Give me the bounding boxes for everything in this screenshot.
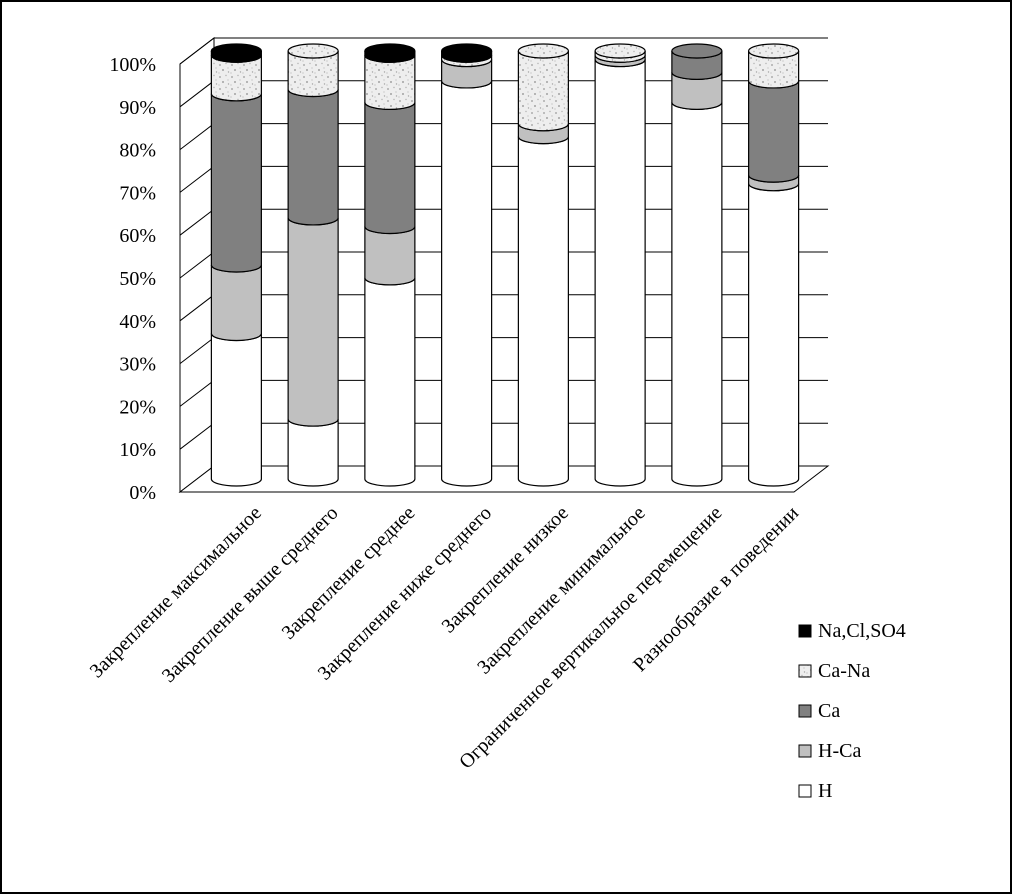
- bar-2-segment-ca: [287, 89, 339, 226]
- bar-4: [441, 43, 493, 487]
- y-tick-label-100: 100%: [109, 54, 156, 76]
- y-tick-label-40: 40%: [119, 311, 156, 333]
- bar-4-top-cap: [441, 43, 493, 59]
- bar-2-segment-h: [287, 418, 339, 487]
- bar-1: [210, 43, 262, 487]
- category-label-7: Ограниченное вертикальное перемещение: [455, 502, 726, 773]
- legend-label-h-ca: H-Ca: [818, 740, 861, 762]
- bar-6: [594, 43, 646, 487]
- legend-label-ca-na: Ca-Na: [818, 660, 870, 682]
- bar-3-segment-ca-na: [364, 55, 416, 110]
- bar-8-segment-h: [748, 183, 800, 487]
- legend: Na,Cl,SO4 Ca-Na Ca H-Ca H: [798, 620, 906, 802]
- gridline-40: [179, 294, 828, 322]
- legend-label-ca: Ca: [818, 700, 840, 722]
- y-tick-label-50: 50%: [119, 268, 156, 290]
- bar-7-segment-h: [671, 102, 723, 487]
- bar-5-segment-h: [517, 136, 569, 487]
- bar-3-segment-ca: [364, 102, 416, 235]
- gridline-100: [179, 37, 828, 65]
- bar-8-top-cap: [748, 43, 800, 59]
- gridline-90: [179, 80, 828, 108]
- bar-2: [287, 43, 339, 487]
- bar-3-segment-h-ca: [364, 226, 416, 286]
- gridline-80: [179, 123, 828, 150]
- bar-7-top-cap: [671, 43, 723, 59]
- bar-2-top-cap: [287, 43, 339, 59]
- bar-2-segment-h-ca: [287, 217, 339, 427]
- bar-3: [364, 43, 416, 487]
- bar-8: [748, 43, 800, 487]
- floor: [178, 465, 830, 493]
- bar-1-top-cap: [210, 43, 262, 59]
- bar-6-top-cap: [594, 43, 646, 59]
- y-tick-label-90: 90%: [119, 97, 156, 119]
- y-tick-label-60: 60%: [119, 225, 156, 247]
- y-tick-label-0: 0%: [129, 482, 156, 504]
- y-tick-label-10: 10%: [119, 439, 156, 461]
- y-tick-labels: 0% 10% 20% 30% 40% 50% 60% 70% 80% 90% 100%: [109, 54, 156, 504]
- legend-swatch-ca-na: [798, 664, 812, 678]
- bar-5-segment-ca-na: [517, 50, 569, 132]
- bar-7: [671, 43, 723, 487]
- bar-3-segment-h: [364, 277, 416, 487]
- y-tick-label-20: 20%: [119, 396, 156, 418]
- legend-swatch-ca: [798, 704, 812, 718]
- gridline-60: [179, 208, 828, 236]
- y-tick-label-30: 30%: [119, 354, 156, 376]
- bar-1-segment-h: [210, 333, 262, 487]
- gridline-30: [179, 337, 828, 364]
- y-tick-label-70: 70%: [119, 182, 156, 204]
- bar-1-segment-ca: [210, 93, 262, 273]
- category-label-8: Разнообразие в поведении: [629, 502, 803, 676]
- bar-3-top-cap: [364, 43, 416, 59]
- legend-label-na-cl-so4: Na,Cl,SO4: [818, 620, 906, 642]
- gridline-50: [179, 251, 828, 279]
- y-tick-label-80: 80%: [119, 140, 156, 162]
- legend-swatch-h: [798, 784, 812, 798]
- gridline-20: [179, 379, 828, 407]
- category-label-3: Закрепление среднее: [278, 502, 420, 644]
- gridline-70: [179, 165, 828, 193]
- bar-4-segment-h: [441, 80, 493, 487]
- bar-8-segment-ca: [748, 80, 800, 183]
- gridline-10: [179, 422, 828, 450]
- legend-swatch-h-ca: [798, 744, 812, 758]
- legend-label-h: H: [818, 780, 832, 802]
- legend-swatch-na-cl-so4: [798, 624, 812, 638]
- bar-5: [517, 43, 569, 487]
- bars: [210, 43, 800, 487]
- bar-5-top-cap: [517, 43, 569, 59]
- bar-1-segment-h-ca: [210, 264, 262, 342]
- category-label-5: Закрепление низкое: [438, 502, 573, 637]
- grid-layer: [178, 36, 830, 494]
- bar-6-segment-h: [594, 59, 646, 487]
